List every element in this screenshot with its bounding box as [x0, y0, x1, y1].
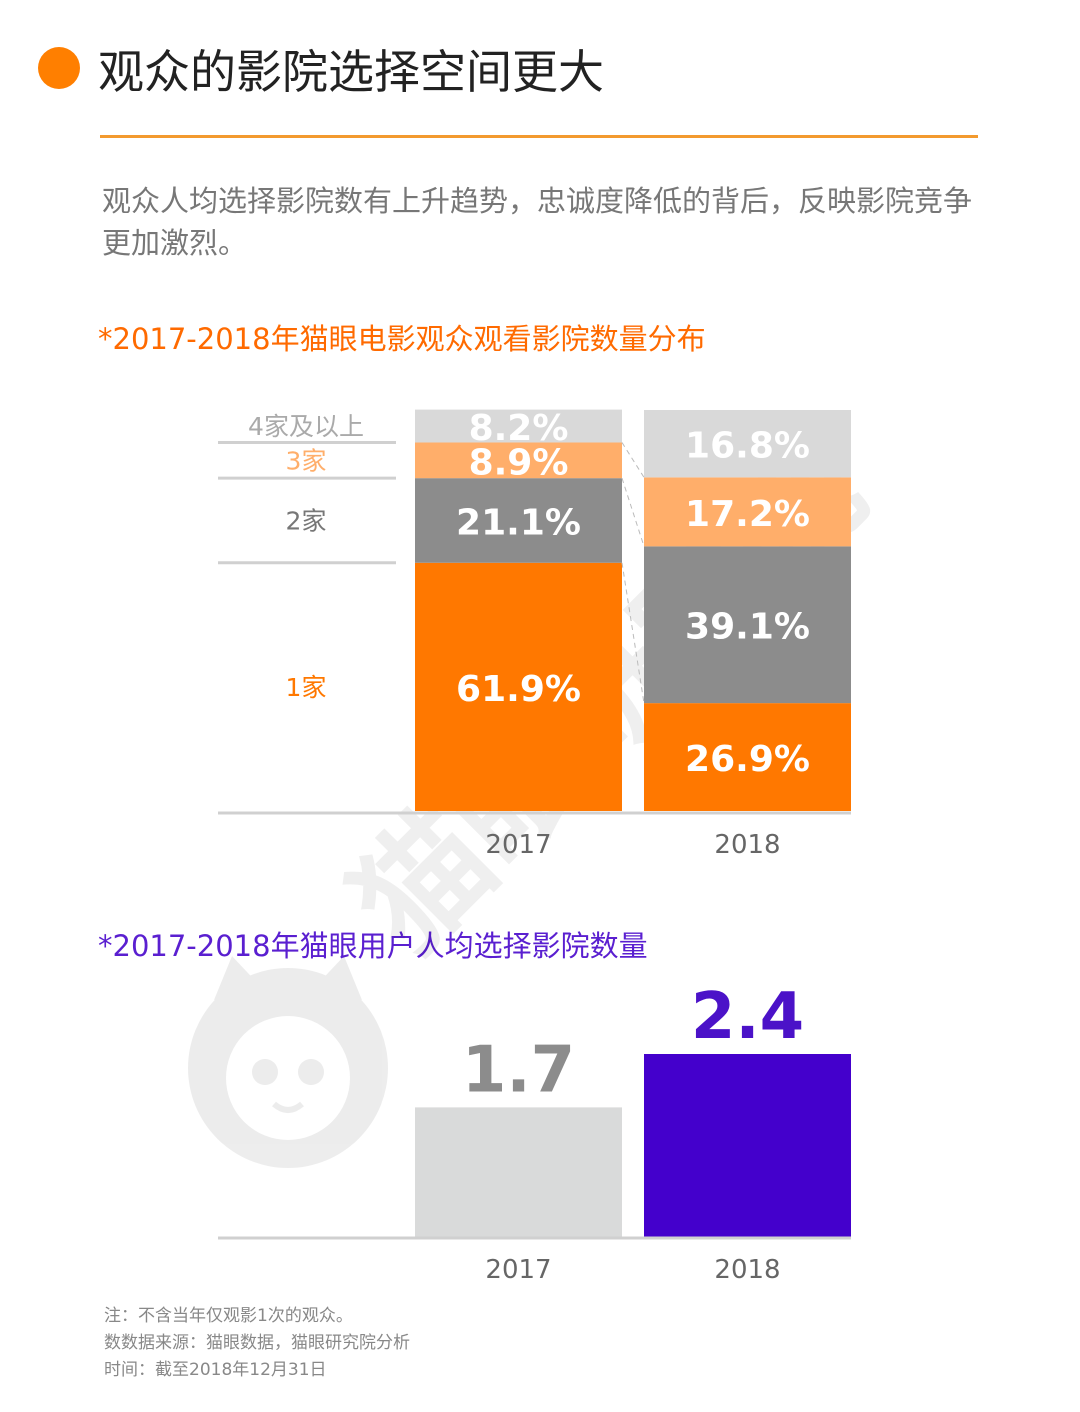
- chart2-title: *2017-2018年猫眼用户人均选择影院数量: [98, 929, 648, 963]
- legend-label-1: 1家: [286, 673, 327, 702]
- data-label-2017-1: 61.9%: [456, 669, 581, 710]
- connector-line-2: [621, 478, 645, 547]
- data-label-2017-2: 21.1%: [456, 502, 581, 543]
- x-tick-2018: 2018: [714, 830, 780, 860]
- value-label-2018: 2.4: [691, 980, 804, 1054]
- chart1-title: *2017-2018年猫眼电影观众观看影院数量分布: [98, 322, 706, 356]
- note-line-2: 数数据来源：猫眼数据，猫眼研究院分析: [104, 1333, 410, 1353]
- data-label-2017-3: 8.9%: [469, 442, 569, 483]
- x-tick-2017: 2017: [485, 830, 551, 860]
- bar-2018-seg-1: [644, 703, 851, 811]
- bar-2018-seg-3: [644, 477, 851, 547]
- x-tick-2018: 2018: [714, 1255, 780, 1285]
- bar-2018-seg-2: [644, 546, 851, 704]
- value-label-2017: 1.7: [462, 1033, 575, 1107]
- bar-2017-seg-1: [415, 562, 622, 811]
- x-tick-2017: 2017: [485, 1255, 551, 1285]
- data-label-2018-4: 16.8%: [685, 426, 810, 467]
- bar-2017: [415, 1107, 622, 1237]
- bar-2017-seg-2: [415, 478, 622, 563]
- title-divider: [100, 135, 978, 138]
- legend-label-4: 4家及以上: [248, 412, 364, 441]
- data-label-2018-3: 17.2%: [685, 494, 810, 535]
- description-text: 观众人均选择影院数有上升趋势，忠诚度降低的背后，反映影院竞争更加激烈。: [102, 184, 973, 260]
- bar-2018: [644, 1054, 851, 1237]
- legend-label-2: 2家: [286, 506, 327, 535]
- data-label-2018-1: 26.9%: [685, 739, 810, 780]
- bar-2017-seg-4: [415, 409, 622, 443]
- data-label-2017-4: 8.2%: [469, 408, 569, 449]
- legend-label-3: 3家: [286, 446, 327, 475]
- note-line-3: 时间：截至2018年12月31日: [104, 1360, 327, 1380]
- avg-chart: 1.7 2017 2.4 2018: [218, 980, 851, 1285]
- page-title: 观众的影院选择空间更大: [98, 45, 604, 99]
- note-line-1: 注：不含当年仅观影1次的观众。: [104, 1306, 353, 1326]
- cat-logo-icon: [188, 956, 388, 1168]
- data-label-2018-2: 39.1%: [685, 607, 810, 648]
- connector-line-3: [621, 442, 645, 478]
- title-bullet-dot: [38, 47, 80, 89]
- footnotes: 注：不含当年仅观影1次的观众。 数数据来源：猫眼数据，猫眼研究院分析 时间：截至…: [104, 1303, 410, 1384]
- bar-2017-seg-3: [415, 442, 622, 479]
- connector-line-1: [621, 562, 645, 704]
- bar-2018-seg-4: [644, 410, 851, 478]
- stacked-chart: 61.9% 21.1% 8.9%8.2% 2017 26.9% 39.1% 17.2% 16.…: [218, 408, 851, 860]
